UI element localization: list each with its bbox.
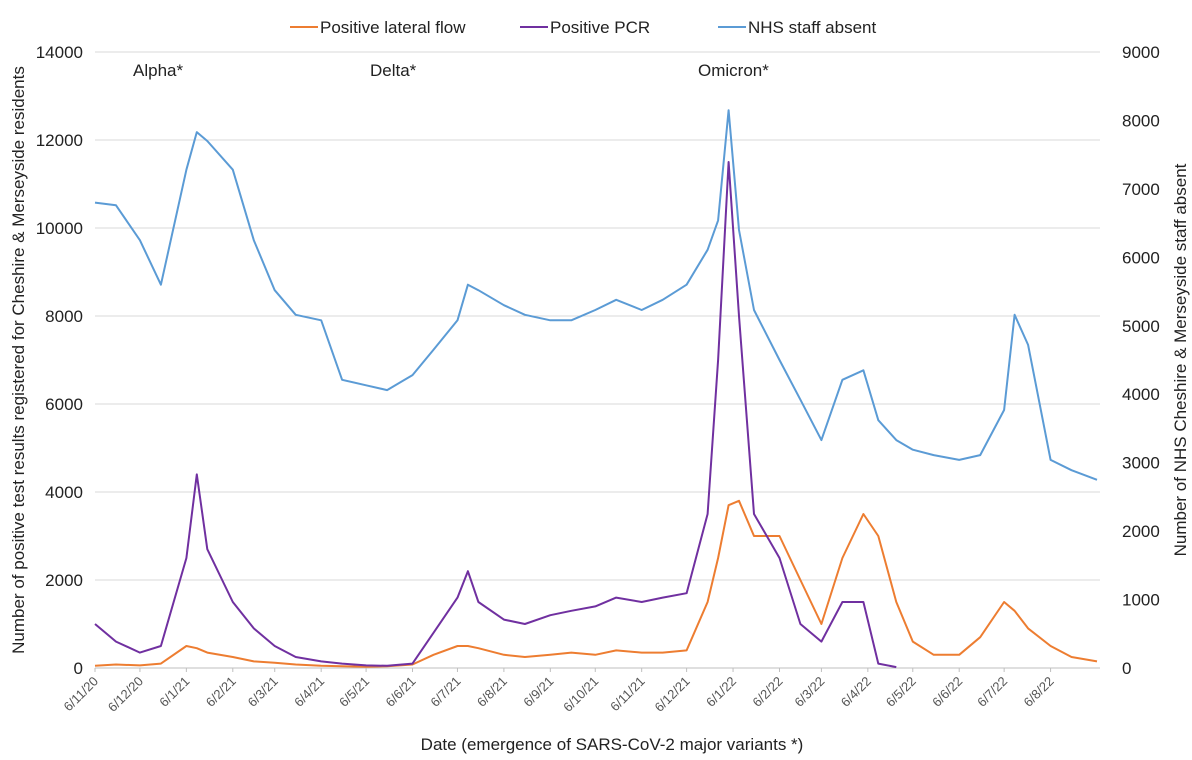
legend-label: NHS staff absent <box>748 18 876 37</box>
legend-label: Positive PCR <box>550 18 650 37</box>
x-tick-label: 6/6/22 <box>929 674 965 710</box>
y2-tick-label: 3000 <box>1122 454 1160 473</box>
annotation: Omicron* <box>698 61 769 80</box>
y-tick-label: 12000 <box>36 131 83 150</box>
x-tick-label: 6/3/22 <box>791 674 827 710</box>
y2-tick-label: 4000 <box>1122 385 1160 404</box>
y-tick-label: 14000 <box>36 43 83 62</box>
x-tick-label: 6/6/21 <box>382 674 418 710</box>
x-tick-label: 6/4/21 <box>291 674 327 710</box>
y-tick-label: 6000 <box>45 395 83 414</box>
y2-tick-label: 5000 <box>1122 317 1160 336</box>
x-tick-label: 6/2/22 <box>749 674 785 710</box>
x-tick-label: 6/11/21 <box>607 674 648 715</box>
x-tick-label: 6/7/22 <box>974 674 1010 710</box>
y2-tick-label: 9000 <box>1122 43 1160 62</box>
x-tick-label: 6/12/20 <box>105 674 146 715</box>
x-tick-label: 6/9/21 <box>520 674 556 710</box>
y2-tick-label: 2000 <box>1122 522 1160 541</box>
y2-tick-label: 7000 <box>1122 180 1160 199</box>
y2-axis-title: Number of NHS Cheshire & Merseyside staf… <box>1171 163 1190 556</box>
y2-tick-label: 0 <box>1122 659 1131 678</box>
x-tick-label: 6/8/21 <box>474 674 510 710</box>
x-tick-label: 6/1/21 <box>156 674 192 710</box>
x-tick-label: 6/5/22 <box>883 674 919 710</box>
x-tick-label: 6/11/20 <box>61 674 102 715</box>
x-tick-label: 6/4/22 <box>838 674 874 710</box>
x-tick-label: 6/5/21 <box>336 674 372 710</box>
y-axis-title: Number of positive test results register… <box>9 66 28 654</box>
x-axis-title: Date (emergence of SARS-CoV-2 major vari… <box>421 735 804 754</box>
x-tick-label: 6/1/22 <box>703 674 739 710</box>
x-tick-label: 6/12/21 <box>651 674 692 715</box>
x-tick-label: 6/10/21 <box>560 674 601 715</box>
y-tick-label: 0 <box>74 659 83 678</box>
x-tick-label: 6/8/22 <box>1021 674 1057 710</box>
y2-tick-label: 1000 <box>1122 591 1160 610</box>
legend-label: Positive lateral flow <box>320 18 466 37</box>
x-tick-label: 6/3/21 <box>245 674 281 710</box>
annotation: Alpha* <box>133 61 183 80</box>
y-tick-label: 4000 <box>45 483 83 502</box>
y-tick-label: 8000 <box>45 307 83 326</box>
y-tick-label: 10000 <box>36 219 83 238</box>
x-tick-label: 6/7/21 <box>427 674 463 710</box>
y2-tick-label: 8000 <box>1122 111 1160 130</box>
series-line <box>94 499 1098 668</box>
y2-tick-label: 6000 <box>1122 248 1160 267</box>
x-tick-label: 6/2/21 <box>203 674 239 710</box>
series-line <box>94 161 897 669</box>
series-line <box>94 109 1098 481</box>
y-tick-label: 2000 <box>45 571 83 590</box>
annotation: Delta* <box>370 61 417 80</box>
